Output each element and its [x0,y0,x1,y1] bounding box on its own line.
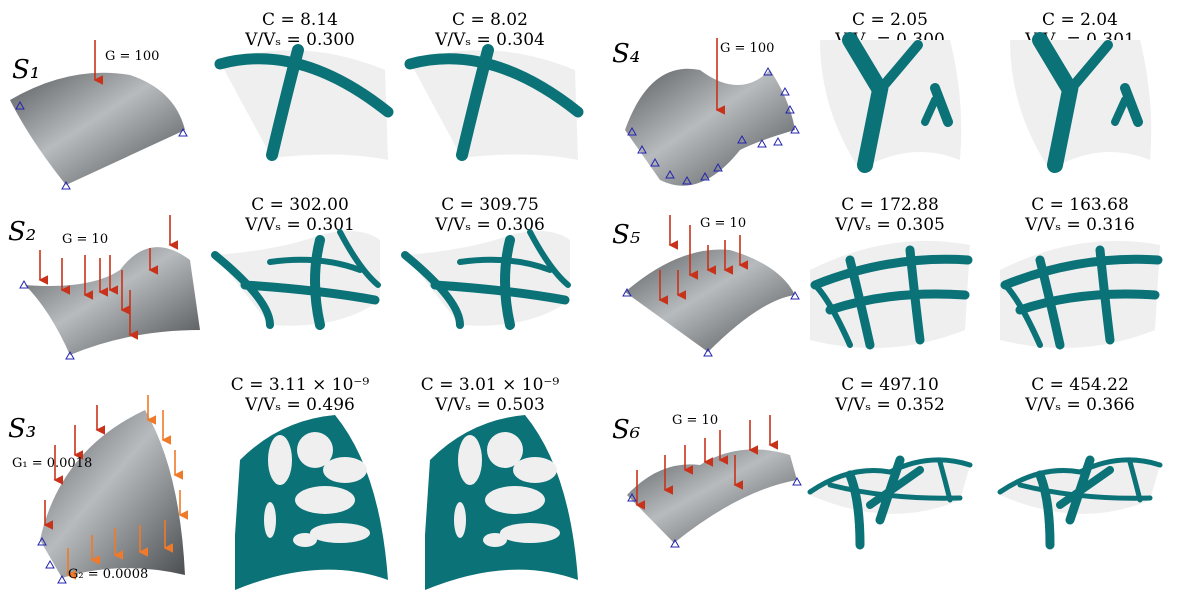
load-label: G₁ = 0.0018 [12,456,92,471]
case-label: S₅ [612,220,641,250]
void [483,533,507,547]
case-label: S₁ [12,55,40,85]
compliance: C = 8.02 [452,10,528,30]
result [810,241,970,348]
volume-fraction: V/Vₛ = 0.366 [1024,395,1135,415]
void [323,457,367,483]
void [513,457,557,483]
compliance: C = 163.68 [1031,195,1129,215]
compliance: C = 2.04 [1042,10,1118,30]
void [500,523,560,543]
void [264,502,276,538]
compliance: C = 454.22 [1031,375,1129,395]
void [293,533,317,547]
compliance: C = 497.10 [841,375,939,395]
result [820,40,961,170]
result [1000,241,1160,348]
surface [625,69,795,186]
void [295,486,355,514]
compliance: C = 172.88 [841,195,939,215]
material [315,240,320,325]
void [458,435,482,485]
surface [25,247,200,355]
compliance: C = 309.75 [441,195,539,215]
load-label: G₂ = 0.0008 [68,567,148,582]
result [810,459,970,545]
support [20,281,28,288]
void [310,523,370,543]
load-label: G = 10 [62,232,108,247]
result [410,50,578,160]
volume-fraction: V/Vₛ = 0.503 [434,395,545,415]
volume-fraction: V/Vₛ = 0.352 [834,395,945,415]
result [215,231,380,326]
surface [10,73,185,185]
load-label: G = 10 [672,413,718,428]
case-label: S₆ [612,415,640,445]
compliance: C = 302.00 [251,195,349,215]
result [235,415,388,590]
figure: S₁G = 100C = 8.14V/Vₛ = 0.300C = 8.02V/V… [0,0,1194,592]
load-label: G = 100 [105,49,159,64]
result [1000,459,1160,545]
surface [627,449,797,543]
surface [625,250,795,352]
result [405,231,570,326]
compliance: C = 3.01 × 10⁻⁹ [421,375,560,395]
volume-fraction: V/Vₛ = 0.316 [1024,215,1135,235]
material [505,240,510,325]
load-label: G = 100 [720,41,774,56]
volume-fraction: V/Vₛ = 0.305 [834,215,945,235]
support [774,138,782,145]
void [454,502,466,538]
result [425,415,578,590]
case-label: S₄ [612,39,640,69]
load-label: G = 10 [700,216,746,231]
case-label: S₃ [8,414,36,444]
case-label: S₂ [8,217,36,247]
compliance: C = 8.14 [262,10,338,30]
compliance: C = 3.11 × 10⁻⁹ [231,375,370,395]
void [485,486,545,514]
void [268,435,292,485]
volume-fraction: V/Vₛ = 0.496 [244,395,355,415]
compliance: C = 2.05 [852,10,928,30]
result [1010,40,1151,170]
result [220,50,388,160]
